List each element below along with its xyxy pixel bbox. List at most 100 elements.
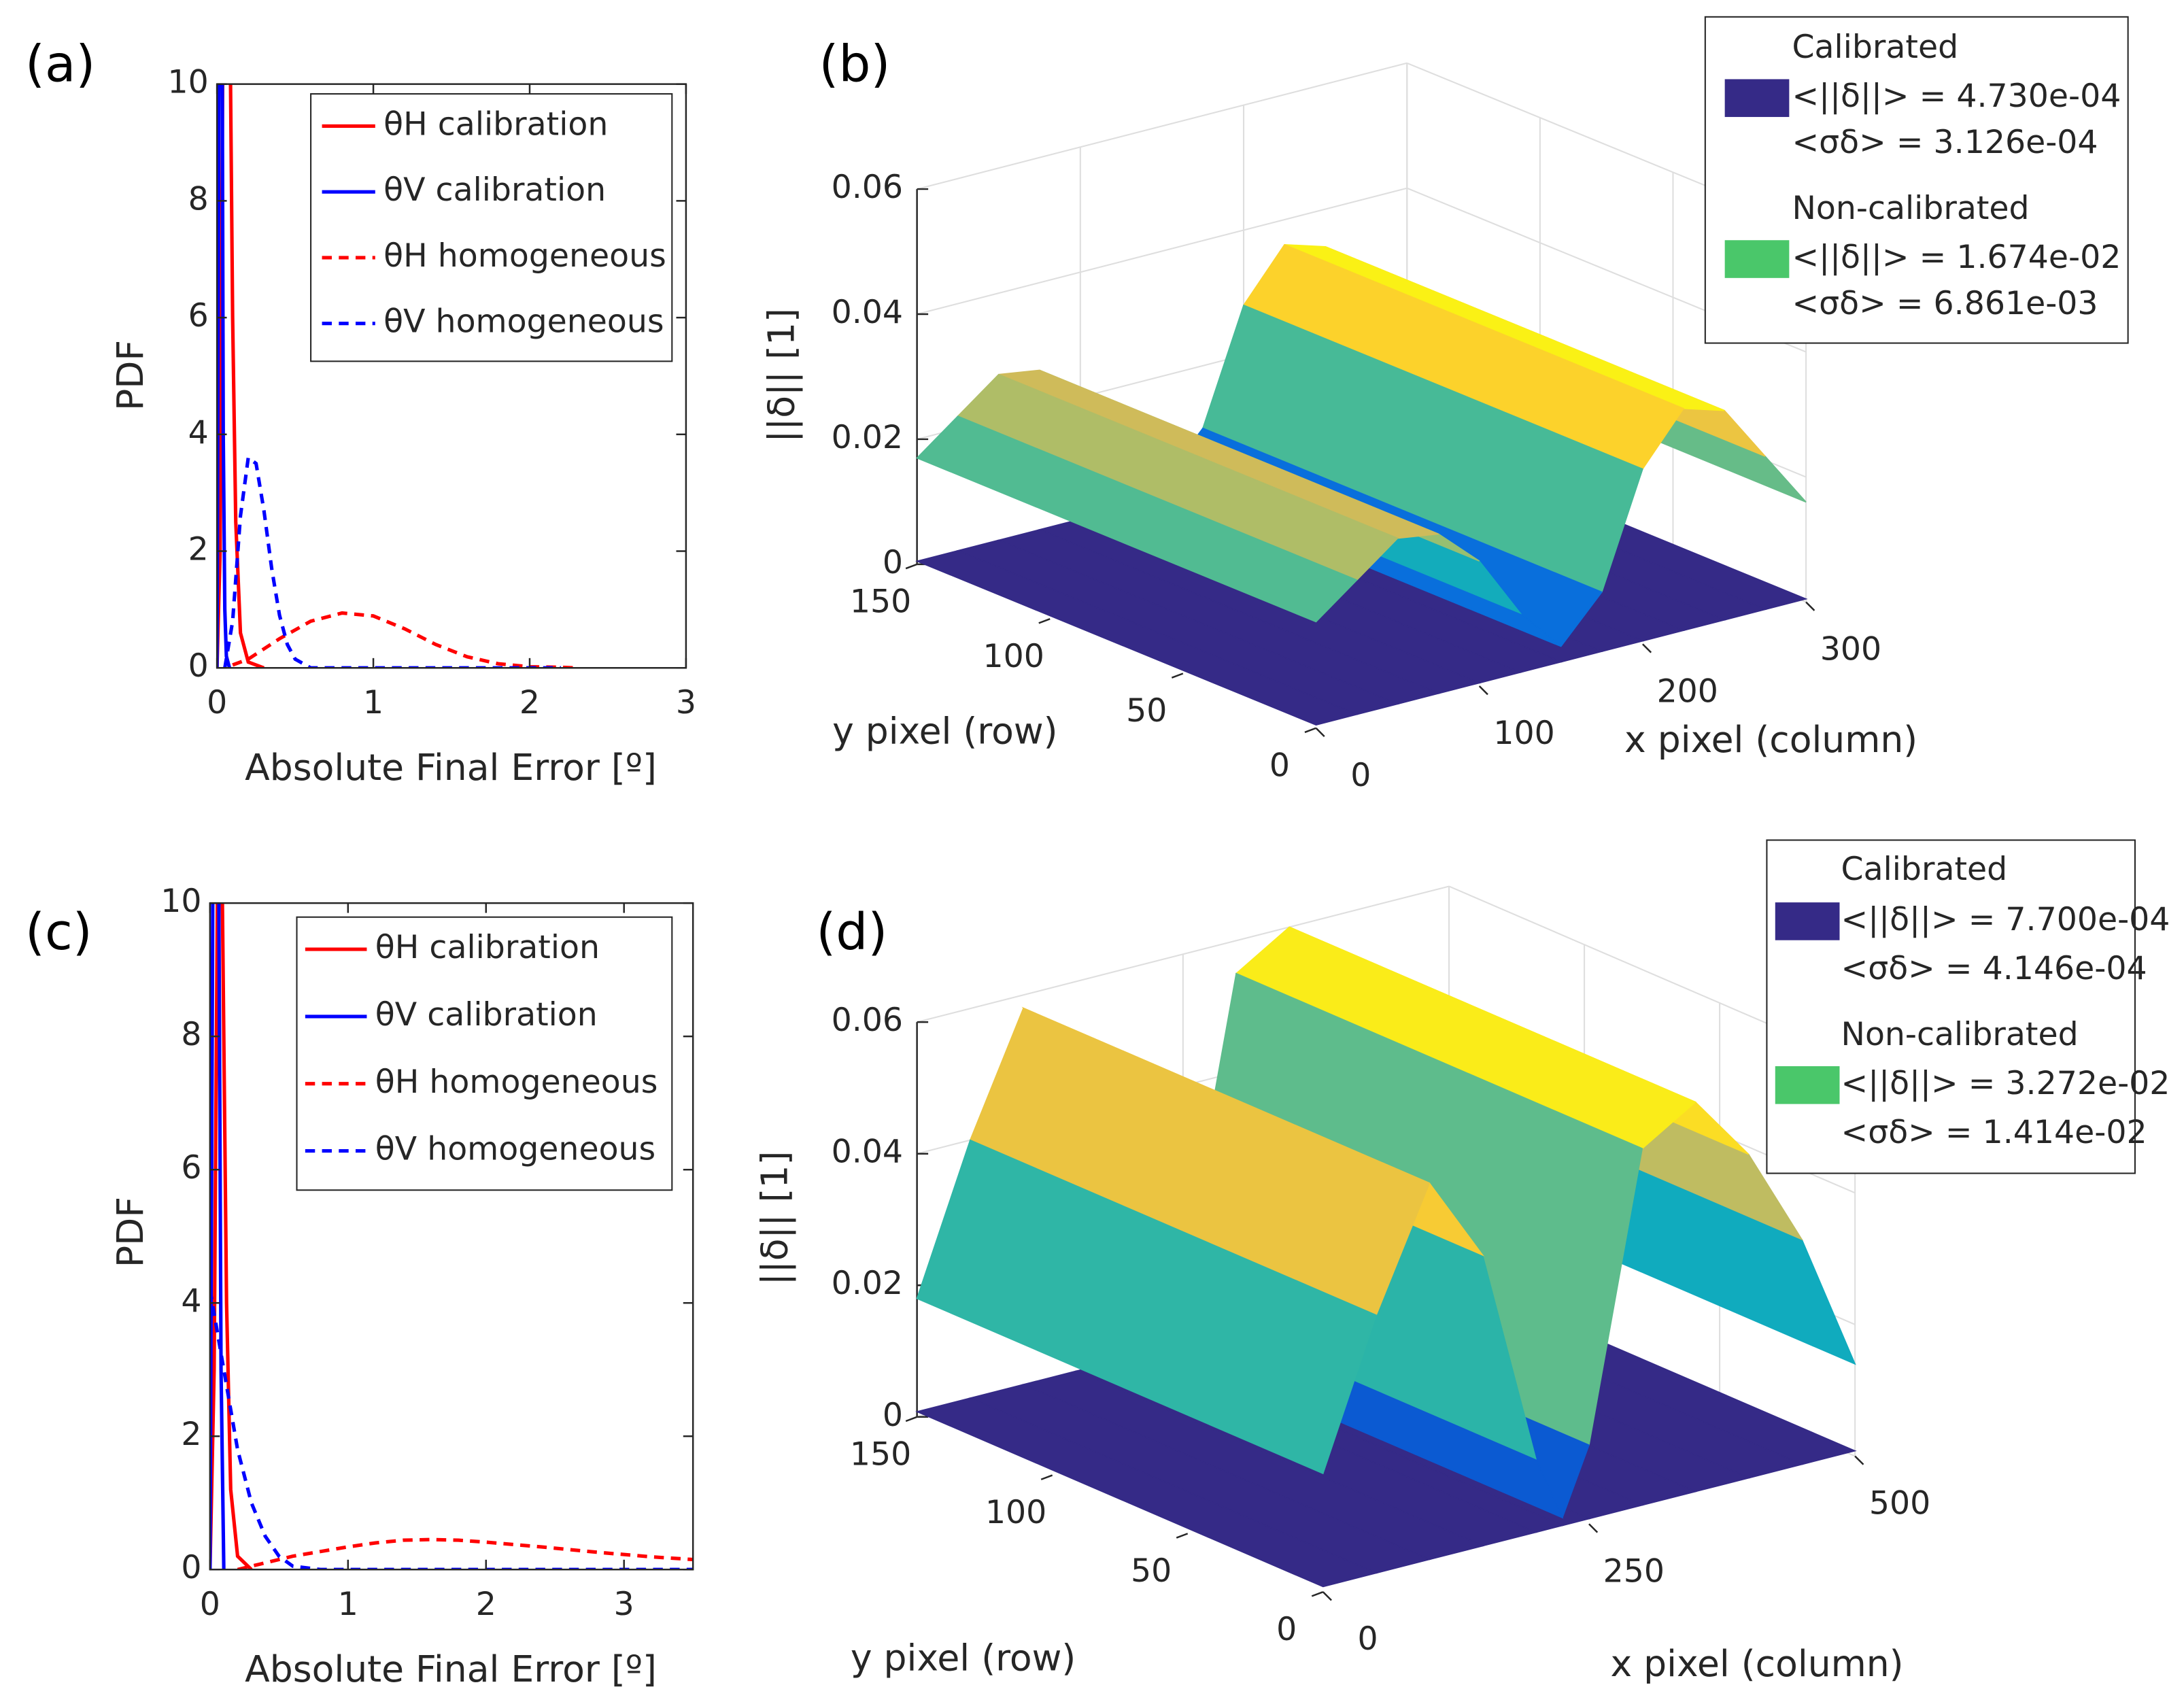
y-tick-label: 4	[181, 1282, 201, 1320]
x-tick	[1315, 727, 1325, 738]
y-tick	[1176, 1533, 1189, 1539]
y-tick-label: 150	[850, 583, 911, 621]
legend-box	[1704, 16, 2129, 344]
x-tick-label: 200	[1657, 672, 1718, 710]
z-axis-label: ||δ|| [1]	[760, 308, 803, 443]
series-line	[223, 454, 561, 668]
x-tick-label: 2	[519, 684, 540, 721]
x-axis-label: Absolute Final Error [º]	[245, 746, 657, 789]
x-tick-label: 300	[1820, 631, 1881, 668]
y-tick	[905, 563, 918, 570]
panel-label: (a)	[25, 35, 95, 93]
x-tick	[1805, 601, 1815, 611]
z-tick-label: 0.02	[832, 419, 903, 456]
plot-lines	[209, 903, 694, 1570]
axes-box	[209, 902, 694, 1571]
z-tick-label: 0.04	[832, 1134, 903, 1171]
legend-swatch	[1724, 240, 1790, 278]
y-tick-label: 50	[1131, 1552, 1172, 1590]
panel-label: (b)	[819, 35, 891, 93]
y-tick-label: 0	[188, 647, 209, 685]
y-tick-label: 0	[1276, 1611, 1297, 1648]
surfaces	[915, 926, 1857, 1588]
y-tick	[905, 1416, 918, 1422]
y-axis-label: y pixel (row)	[851, 1637, 1076, 1680]
y-tick-label: 10	[160, 883, 201, 920]
legend-stat: <||δ||> = 1.674e-02	[1792, 239, 2121, 276]
y-axis-label: PDF	[109, 340, 152, 411]
x-tick-label: 0	[1350, 757, 1371, 794]
z-tick-label: 0.02	[832, 1265, 903, 1302]
series-line	[209, 1289, 694, 1570]
x-tick-label: 2	[476, 1586, 496, 1623]
series-line	[237, 1537, 694, 1570]
surfaces	[915, 243, 1808, 726]
z-tick-label: 0.06	[832, 1002, 903, 1039]
x-tick-label: 3	[614, 1586, 634, 1623]
legend-stat: <σδ> = 3.126e-04	[1792, 124, 2098, 161]
y-tick	[1171, 672, 1184, 679]
y-tick-label: 0	[1269, 747, 1290, 784]
x-axis-label: Absolute Final Error [º]	[245, 1648, 657, 1690]
y-tick-label: 100	[985, 1494, 1046, 1531]
y-tick	[1040, 1474, 1053, 1480]
legend-label: Calibrated	[1792, 29, 1958, 66]
y-tick-label: 8	[181, 1016, 201, 1053]
legend-label: θH calibration	[375, 929, 600, 966]
x-tick-label: 0	[1358, 1620, 1378, 1658]
x-tick-label: 100	[1493, 715, 1554, 752]
y-tick-label: 6	[188, 297, 209, 335]
y-tick-label: 6	[181, 1149, 201, 1187]
legend-label: θV calibration	[383, 171, 606, 209]
series-line	[209, 903, 253, 1570]
legend-stat: <||δ||> = 7.700e-04	[1841, 901, 2170, 938]
x-tick	[1588, 1523, 1599, 1533]
y-axis-label: y pixel (row)	[832, 710, 1057, 753]
legend-label: θV calibration	[375, 996, 598, 1034]
panel-label: (d)	[816, 903, 887, 961]
legend-label: θH calibration	[383, 105, 608, 143]
legend-label: θH homogeneous	[375, 1063, 658, 1101]
legend-swatch	[1775, 902, 1840, 940]
surface-strip	[915, 1397, 1378, 1588]
legend-box	[1766, 839, 2136, 1174]
legend-swatch	[1724, 79, 1790, 118]
y-tick	[1304, 727, 1316, 734]
legend-label: θH homogeneous	[383, 237, 666, 275]
legend-label: θV homogeneous	[383, 303, 664, 341]
x-tick-label: 1	[338, 1586, 358, 1623]
series-line	[209, 903, 226, 1570]
legend-label: Non-calibrated	[1841, 1016, 2079, 1053]
x-tick-label: 250	[1603, 1552, 1665, 1590]
y-tick-label: 8	[188, 180, 209, 218]
x-tick	[1322, 1591, 1332, 1601]
x-tick-label: 0	[207, 684, 227, 721]
y-tick-label: 2	[181, 1416, 201, 1453]
y-tick-label: 150	[850, 1435, 911, 1473]
y-tick-label: 100	[983, 638, 1044, 675]
z-tick-label: 0.06	[832, 169, 903, 206]
x-tick-label: 500	[1869, 1485, 1930, 1522]
legend-stat: <σδ> = 4.146e-04	[1841, 950, 2147, 987]
z-tick-label: 0.04	[832, 294, 903, 331]
legend-label: Calibrated	[1841, 851, 2008, 888]
x-tick-label: 1	[363, 684, 383, 721]
x-axis-label: x pixel (column)	[1610, 1642, 1903, 1685]
z-tick-label: 0	[883, 544, 903, 581]
grid-line	[917, 62, 1407, 190]
y-tick-label: 2	[188, 531, 209, 568]
y-tick-label: 4	[188, 414, 209, 451]
surface-strip	[916, 415, 1358, 623]
legend-label: θV homogeneous	[375, 1131, 655, 1168]
legend-stat: <σδ> = 1.414e-02	[1841, 1114, 2147, 1151]
x-tick	[1478, 685, 1488, 696]
x-tick-label: 0	[200, 1586, 220, 1623]
legend-box	[296, 916, 673, 1191]
y-tick	[1038, 618, 1051, 624]
surface-strip	[916, 1139, 1377, 1475]
grid-line	[917, 187, 1407, 316]
legend-stat: <||δ||> = 4.730e-04	[1792, 78, 2121, 115]
x-tick	[1641, 643, 1652, 653]
legend-box	[310, 93, 673, 362]
panel-label: (c)	[25, 903, 92, 961]
